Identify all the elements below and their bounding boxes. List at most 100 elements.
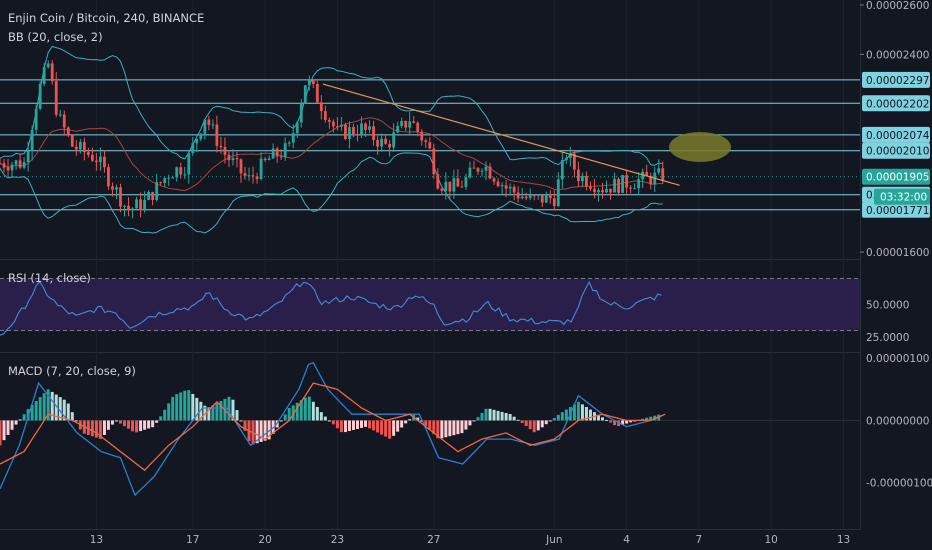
macd-histogram-bar [516,419,520,421]
time-axis-tick: 10 [765,534,778,546]
candle-body [58,114,62,116]
candle-body [340,124,343,127]
candle-body [468,167,472,178]
macd-histogram-bar [560,412,564,421]
macd-histogram-bar [291,405,295,421]
time-axis-tick: Jun [545,534,562,546]
candle-body [448,181,452,192]
macd-histogram-bar [613,420,617,426]
macd-histogram-bar [90,420,94,437]
macd-histogram-bar [540,420,544,428]
macd-histogram-bar [552,417,556,421]
macd-histogram-bar [343,420,347,433]
candle-body [661,168,665,182]
candle-body [581,175,584,182]
price-label: 0.00001905 [866,172,929,184]
macd-histogram-bar [2,420,6,441]
macd-histogram-bar [315,406,319,421]
candle-body [99,156,102,163]
candle-body [10,164,14,171]
macd-histogram-bar [243,420,247,431]
candle-body [131,208,134,211]
candle-body [605,188,608,193]
candle-body [46,63,50,68]
macd-histogram-bar [327,420,331,422]
macd-histogram-bar [364,420,368,427]
candle-body [323,111,327,120]
candle-body [657,168,661,173]
macd-histogram-bar [0,420,2,446]
candle-body [564,157,568,160]
candle-body [548,194,552,199]
candle-body [629,187,633,189]
candle-body [82,142,86,153]
candle-body [432,148,436,175]
candle-body [352,127,355,135]
candle-body [420,131,424,141]
candle-body [520,196,524,199]
candle-body [315,84,319,103]
candle-body [472,167,476,169]
candle-body [103,156,106,168]
candle-body [147,191,151,200]
macd-histogram-bar [171,396,175,421]
candle-body [171,177,175,179]
macd-histogram-bar [46,389,50,421]
candle-body [207,119,211,125]
macd-histogram-bar [6,420,10,435]
macd-histogram-bar [584,406,588,421]
candle-body [331,121,335,127]
time-axis-border [0,529,860,530]
time-axis-tick: 7 [696,534,703,546]
candle-body [299,103,303,123]
macd-histogram-bar [464,420,468,430]
candle-body [159,182,163,184]
macd-histogram-bar [484,408,488,421]
candle-body [508,186,512,189]
macd-histogram-bar [572,404,576,421]
macd-histogram-bar [532,420,536,433]
candle-body [50,63,54,82]
candle-body [376,139,379,147]
macd-histogram-bar [440,420,444,439]
price-axis-border [860,0,861,530]
candle-body [444,181,448,191]
price-axis-tick: 0.00002400 [866,49,929,61]
macd-histogram-bar [215,403,219,421]
macd-histogram-bar [408,419,412,421]
candle-body [408,121,412,128]
time-axis-tick: 27 [427,534,440,546]
candle-body [74,146,78,150]
candle-body [311,80,315,85]
macd-axis-tick: -0.00000100 [866,478,932,490]
macd-histogram-bar [424,420,428,426]
candle-body [191,143,195,154]
macd-histogram-bar [649,416,653,421]
candle-body [30,129,34,151]
candle-body [26,150,30,163]
macd-histogram-bar [372,420,376,431]
candle-body [621,175,624,193]
macd-histogram-bar [22,414,26,421]
macd-histogram-bar [183,390,187,421]
bb-indicator-label: BB (20, close, 2) [8,30,103,44]
macd-histogram-bar [536,420,540,431]
macd-histogram-bar [355,420,359,429]
candle-body [428,142,432,149]
rsi-band-fill [0,278,860,331]
candle-body [392,132,396,148]
macd-histogram-bar [609,420,613,423]
macd-histogram-bar [544,420,548,425]
candle-body [568,153,572,158]
pane-separator [0,352,860,353]
candle-body [388,143,392,148]
candle-body [22,162,26,168]
candle-body [271,148,275,159]
macd-histogram-bar [279,420,283,422]
chart-title: Enjin Coin / Bitcoin, 240, BINANCE [8,11,205,25]
price-label: 0.00002010 [866,146,929,158]
macd-histogram-bar [504,412,508,421]
macd-histogram-bar [207,407,211,421]
candle-body [223,147,227,155]
